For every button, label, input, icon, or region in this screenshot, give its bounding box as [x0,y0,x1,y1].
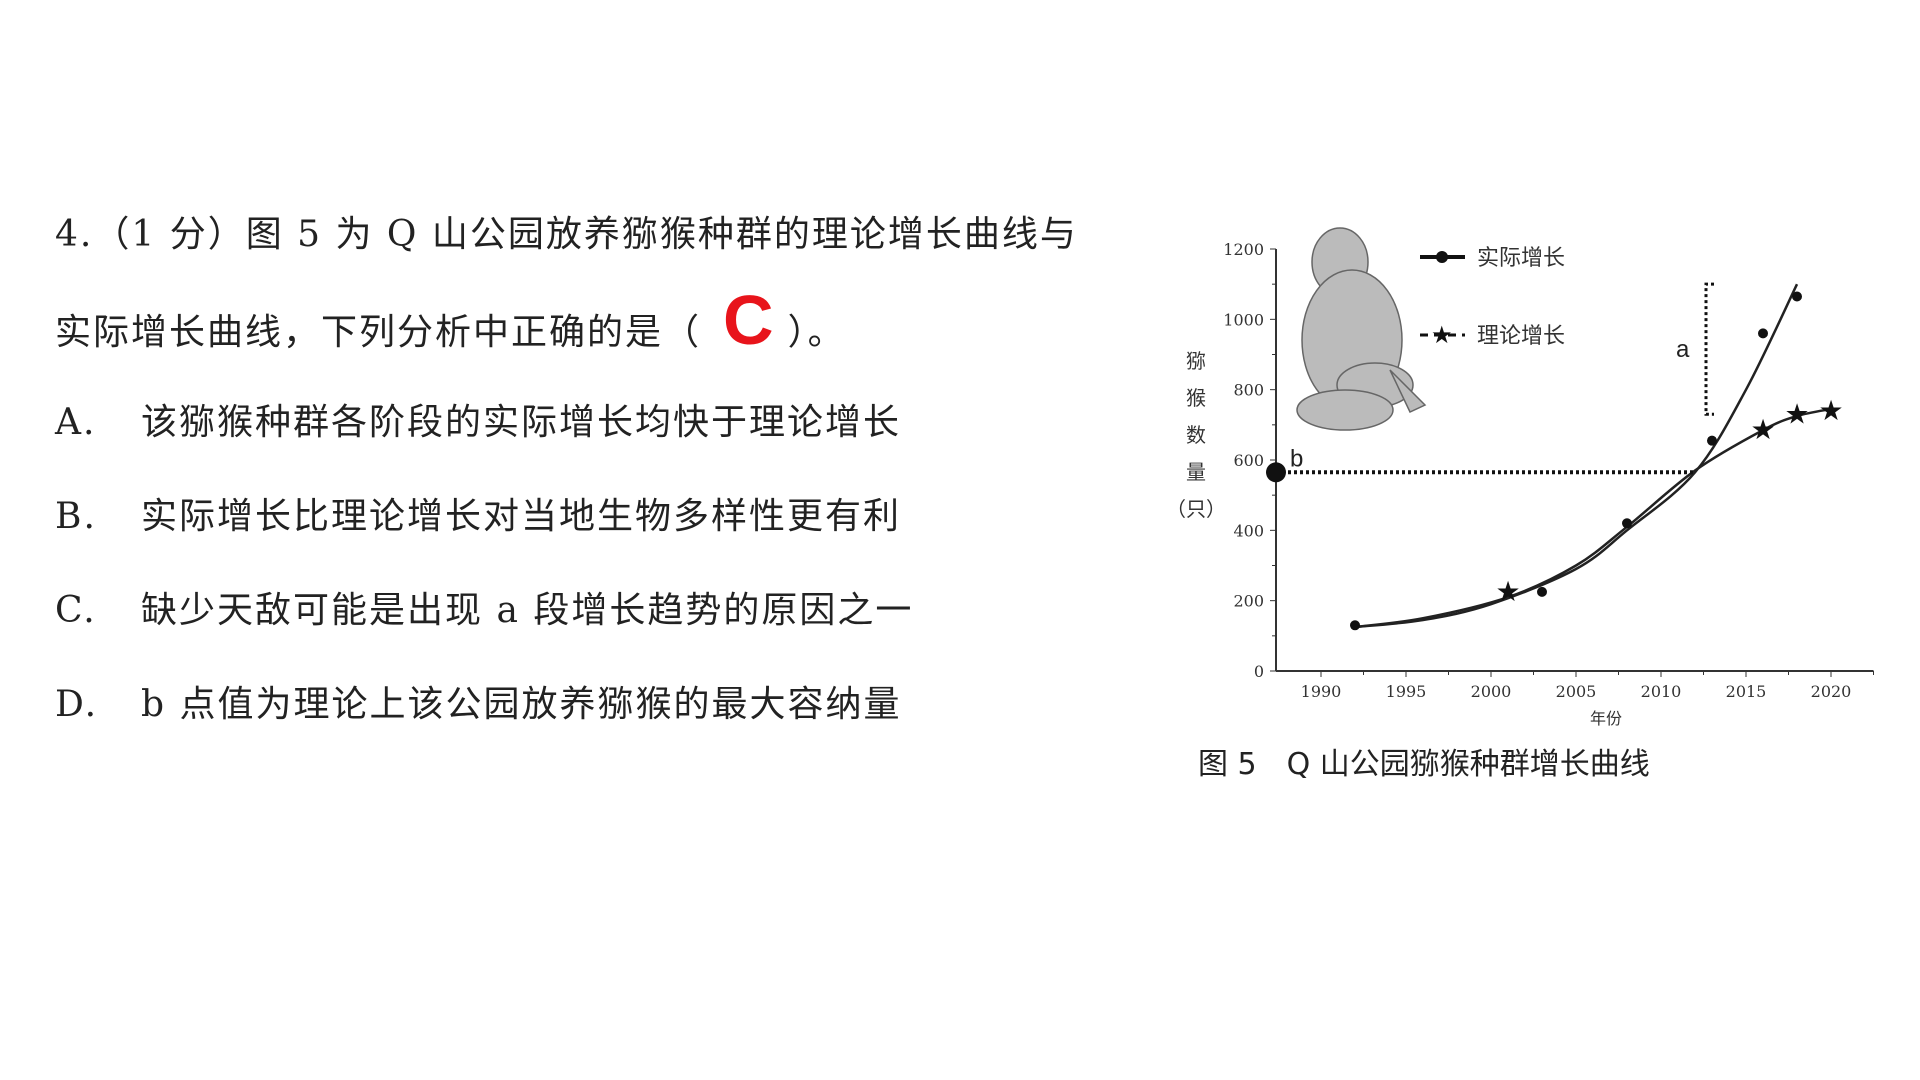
legend-actual: 实际增长 [1477,246,1565,271]
question-stem-line1: 4.（1 分）图 5 为 Q 山公园放养猕猴种群的理论增长曲线与 [55,214,1078,255]
axes: 0 200 400 600 800 1000 1200 1990 1995 2000 2005 201… [1223,240,1874,701]
b-point [1266,462,1286,483]
y-tick-label: 1000 [1223,310,1264,329]
theory-star-point: ★ [1750,413,1775,446]
legend-theory: 理论增长 [1477,324,1565,349]
x-tick-label: 2000 [1471,682,1512,701]
stem-text: 实际增长曲线，下列分析中正确的是（ [55,312,702,353]
option-text: 该猕猴种群各阶段的实际增长均快于理论增长 [141,402,902,443]
x-tick-label: 1995 [1386,682,1427,701]
markers: ★ ★ ★ ★ [1266,282,1844,631]
y-tick-label: 400 [1233,521,1264,540]
stem-end: ）。 [787,312,846,353]
actual-point [1707,435,1717,446]
y-tick-label: 200 [1233,592,1264,611]
legend-circle-icon [1436,251,1448,263]
legend: 实际增长 ★ 理论增长 [1420,246,1565,349]
y-tick-label: 0 [1254,662,1264,681]
x-tick-label: 1990 [1301,682,1342,701]
y-axis-label-char: 猴 [1186,386,1206,410]
option-letter: D. [55,684,99,725]
figure-caption: 图 5 Q 山公园猕猴种群增长曲线 [1198,747,1650,782]
y-axis-label-char: （只） [1166,497,1226,521]
y-axis-label-char: 数 [1186,423,1206,447]
b-label: b [1290,445,1303,472]
a-label: a [1676,336,1690,363]
actual-point [1758,328,1768,339]
actual-point [1537,586,1547,597]
x-tick-label: 2010 [1641,682,1682,701]
y-tick-label: 1200 [1223,240,1264,259]
y-axis-label-char: 猕 [1186,349,1206,373]
a-bracket [1704,282,1714,416]
theory-star-point: ★ [1784,397,1809,430]
option-text: b 点值为理论上该公园放养猕猴的最大容纳量 [141,684,902,725]
theory-star-point: ★ [1495,575,1520,608]
option-text: 缺少天敌可能是出现 a 段增长趋势的原因之一 [141,590,914,631]
actual-curve [1354,283,1799,629]
y-tick-label: 600 [1233,451,1264,470]
actual-point [1350,620,1360,631]
question-stem-line2: 实际增长曲线，下列分析中正确的是（ C）。 [55,285,846,355]
x-axis-label: 年份 [1590,709,1622,728]
actual-point [1792,291,1802,302]
x-tick-label: 2020 [1811,682,1852,701]
x-tick-label: 2015 [1726,682,1767,701]
actual-point [1622,518,1632,529]
x-tick-label: 2005 [1556,682,1597,701]
option-text: 实际增长比理论增长对当地生物多样性更有利 [141,496,902,537]
y-tick-label: 800 [1233,381,1264,400]
theory-star-point: ★ [1818,394,1843,427]
option-letter: C. [55,590,97,631]
option-letter: A. [55,402,97,443]
monkey-illustration [1296,227,1427,431]
option-a: A. 该猕猴种群各阶段的实际增长均快于理论增长 [55,393,901,445]
option-d: D. b 点值为理论上该公园放养猕猴的最大容纳量 [55,675,902,727]
legend-star-icon: ★ [1431,321,1453,349]
y-axis-label-char: 量 [1186,460,1206,484]
option-c: C. 缺少天敌可能是出现 a 段增长趋势的原因之一 [55,581,913,633]
option-b: B. 实际增长比理论增长对当地生物多样性更有利 [55,487,901,539]
option-letter: B. [55,496,97,537]
